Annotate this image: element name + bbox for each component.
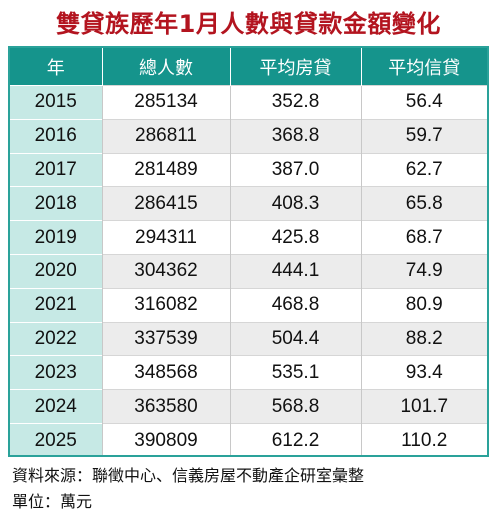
mortgage-cell: 352.8 — [229, 85, 361, 120]
total-cell: 285134 — [101, 85, 230, 120]
mortgage-cell: 368.8 — [229, 118, 361, 154]
data-table: 年 總人數 平均房貸 平均信貸 2015 285134 352.8 56.4 2… — [10, 48, 487, 455]
mortgage-cell: 612.2 — [229, 422, 361, 455]
total-cell: 390809 — [101, 422, 230, 455]
header-year: 年 — [10, 48, 102, 86]
table-row: 2025 390809 612.2 110.2 — [10, 422, 487, 455]
mortgage-cell: 535.1 — [229, 355, 361, 390]
year-cell: 2020 — [10, 253, 102, 289]
total-cell: 337539 — [101, 321, 230, 356]
header-avg-credit-loan: 平均信貸 — [360, 48, 487, 86]
year-cell: 2024 — [10, 389, 102, 424]
total-cell: 286811 — [101, 118, 230, 154]
mortgage-cell: 408.3 — [229, 186, 361, 221]
year-cell: 2018 — [10, 186, 102, 221]
year-cell: 2019 — [10, 220, 102, 255]
unit-note: 單位：萬元 — [12, 492, 93, 511]
table-header-row: 年 總人數 平均房貸 平均信貸 — [10, 48, 487, 86]
table-row: 2022 337539 504.4 88.2 — [10, 321, 487, 356]
total-cell: 294311 — [101, 220, 230, 255]
year-cell: 2023 — [10, 355, 102, 390]
mortgage-cell: 425.8 — [229, 220, 361, 255]
credit-cell: 80.9 — [360, 287, 487, 323]
table-row: 2020 304362 444.1 74.9 — [10, 253, 487, 289]
credit-cell: 110.2 — [360, 422, 487, 455]
year-cell: 2025 — [10, 422, 102, 455]
table-row: 2016 286811 368.8 59.7 — [10, 118, 487, 154]
credit-cell: 59.7 — [360, 118, 487, 154]
table-row: 2023 348568 535.1 93.4 — [10, 355, 487, 390]
credit-cell: 65.8 — [360, 186, 487, 221]
mortgage-cell: 468.8 — [229, 287, 361, 323]
credit-cell: 74.9 — [360, 253, 487, 289]
table-row: 2015 285134 352.8 56.4 — [10, 85, 487, 120]
credit-cell: 56.4 — [360, 85, 487, 120]
total-cell: 348568 — [101, 355, 230, 390]
year-cell: 2017 — [10, 152, 102, 187]
credit-cell: 62.7 — [360, 152, 487, 187]
year-cell: 2022 — [10, 321, 102, 356]
mortgage-cell: 387.0 — [229, 152, 361, 187]
mortgage-cell: 504.4 — [229, 321, 361, 356]
credit-cell: 101.7 — [360, 389, 487, 424]
table-row: 2018 286415 408.3 65.8 — [10, 186, 487, 221]
total-cell: 304362 — [101, 253, 230, 289]
data-table-frame: 年 總人數 平均房貸 平均信貸 2015 285134 352.8 56.4 2… — [8, 46, 489, 457]
year-cell: 2016 — [10, 118, 102, 154]
credit-cell: 88.2 — [360, 321, 487, 356]
mortgage-cell: 568.8 — [229, 389, 361, 424]
mortgage-cell: 444.1 — [229, 253, 361, 289]
total-cell: 363580 — [101, 389, 230, 424]
year-cell: 2015 — [10, 85, 102, 120]
source-note: 資料來源：聯徵中心、信義房屋不動產企研室彙整 — [12, 466, 365, 485]
total-cell: 281489 — [101, 152, 230, 187]
table-row: 2021 316082 468.8 80.9 — [10, 287, 487, 323]
table-row: 2017 281489 387.0 62.7 — [10, 152, 487, 187]
year-cell: 2021 — [10, 287, 102, 323]
table-row: 2019 294311 425.8 68.7 — [10, 220, 487, 255]
header-avg-mortgage: 平均房貸 — [229, 48, 361, 86]
table-body: 2015 285134 352.8 56.4 2016 286811 368.8… — [10, 85, 487, 455]
page-title: 雙貸族歷年1月人數與貸款金額變化 — [56, 10, 441, 38]
total-cell: 286415 — [101, 186, 230, 221]
credit-cell: 93.4 — [360, 355, 487, 390]
table-row: 2024 363580 568.8 101.7 — [10, 389, 487, 424]
credit-cell: 68.7 — [360, 220, 487, 255]
total-cell: 316082 — [101, 287, 230, 323]
header-total: 總人數 — [101, 48, 230, 86]
